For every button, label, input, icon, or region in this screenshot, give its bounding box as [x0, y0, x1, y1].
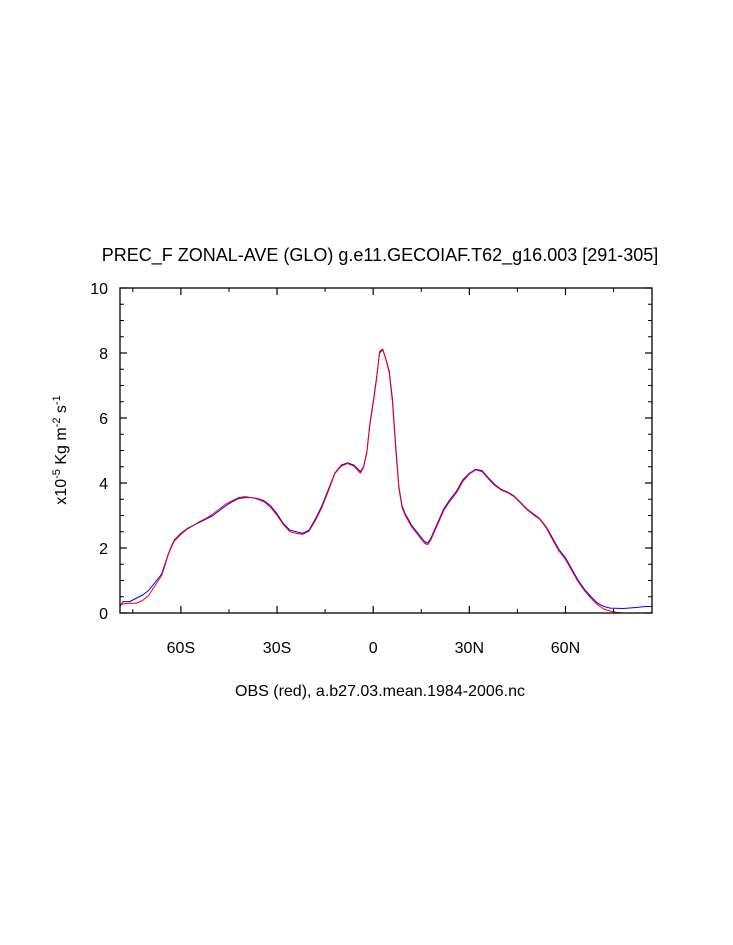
y-tick-label: 8 [99, 346, 108, 363]
x-tick-label: 30N [455, 640, 484, 657]
series-layer [119, 348, 652, 614]
chart-title: PREC_F ZONAL-AVE (GLO) g.e11.GECOIAF.T62… [102, 245, 659, 266]
y-axis-label: x10-5 Kg m-2 s-1 [51, 395, 70, 504]
x-tick-label: 60N [551, 640, 580, 657]
x-tick-label: 60S [167, 640, 195, 657]
y-tick-label: 0 [99, 606, 108, 623]
y-tick-label: 4 [99, 476, 108, 493]
series-line-obs [119, 348, 652, 614]
series-line-model [119, 349, 652, 609]
x-axis-label: OBS (red), a.b27.03.mean.1984-2006.nc [235, 683, 525, 700]
y-tick-label: 10 [90, 281, 108, 298]
plot-frame [119, 287, 653, 614]
ticks-layer: 60S 30S 0 30N 60N 0 2 4 6 8 10 [90, 281, 652, 657]
x-tick-label: 0 [369, 640, 378, 657]
y-tick-label: 6 [99, 411, 108, 428]
y-tick-label: 2 [99, 541, 108, 558]
x-tick-label: 30S [263, 640, 291, 657]
